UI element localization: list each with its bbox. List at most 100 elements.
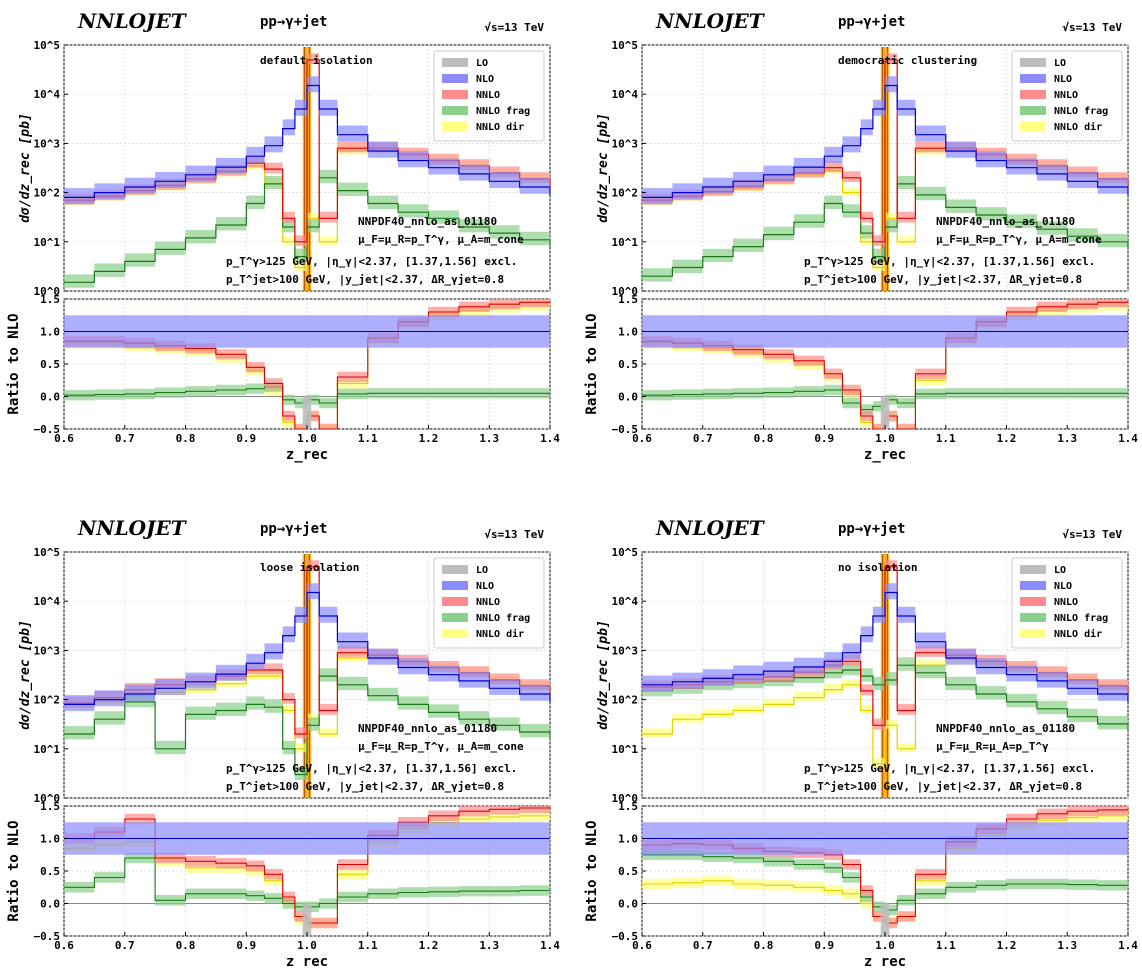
x-tick-label: 0.6: [54, 432, 74, 445]
ratio-tick-label: 1.0: [40, 833, 60, 846]
y-tick-label: 10^3: [34, 137, 61, 150]
process-label: pp→γ+jet: [260, 521, 327, 537]
x-tick-label: 1.4: [1118, 939, 1138, 952]
pdf-label: NNPDF40_nnlo_as_01180: [358, 215, 497, 228]
legend-swatch: [1020, 106, 1046, 115]
x-tick-label: 1.2: [997, 432, 1017, 445]
legend-swatch: [442, 565, 468, 574]
legend-swatch: [442, 581, 468, 590]
ratio-axis-label: Ratio to NLO: [6, 820, 22, 921]
legend-swatch: [442, 613, 468, 622]
x-tick-label: 1.1: [358, 432, 378, 445]
y-axis-label: dσ/dz_rec [pb]: [596, 113, 611, 223]
y-tick-label: 10^3: [612, 644, 639, 657]
scale-label: μ_F=μ_R=p_T^γ, μ_A=m_cone: [358, 740, 524, 753]
ratio-tick-label: 0.0: [40, 898, 60, 911]
y-tick-label: 10^4: [612, 88, 639, 101]
y-tick-label: 10^1: [34, 236, 61, 249]
legend-swatch: [442, 58, 468, 67]
legend-label: NNLO frag: [476, 106, 530, 117]
x-tick-label: 1.0: [297, 432, 317, 445]
series-nlo: [642, 84, 1129, 198]
x-tick-label: 0.9: [236, 432, 256, 445]
ratio-axis-label: Ratio to NLO: [584, 820, 600, 921]
ratio-axis-label: Ratio to NLO: [6, 313, 22, 414]
y-tick-label: 10^5: [612, 39, 639, 52]
y-tick-label: 10^2: [34, 187, 61, 200]
sqrts-label: √s=13 TeV: [1062, 528, 1122, 541]
x-tick-label: 0.7: [115, 432, 135, 445]
y-tick-label: 10^5: [34, 39, 61, 52]
x-tick-label: 0.7: [693, 939, 713, 952]
pdf-label: NNPDF40_nnlo_as_01180: [936, 722, 1075, 735]
cut-jet-label: p_T^jet>100 GeV, |y_jet|<2.37, ΔR_γjet=0…: [226, 780, 504, 793]
ratio-band-nnlo-dir: [642, 299, 1128, 429]
pdf-label: NNPDF40_nnlo_as_01180: [358, 722, 497, 735]
ratio-tick-label: −0.5: [34, 423, 61, 436]
legend-label: NLO: [476, 74, 494, 85]
x-tick-label: 0.6: [54, 939, 74, 952]
ratio-band-nnlo-frag: [642, 849, 1128, 916]
series-nlo: [64, 591, 551, 706]
ratio-tick-label: 0.5: [618, 865, 638, 878]
ratio-series-nnlo-frag: [64, 386, 551, 404]
legend-swatch: [1020, 90, 1046, 99]
sqrts-label: √s=13 TeV: [1062, 21, 1122, 34]
legend-swatch: [1020, 565, 1046, 574]
x-tick-label: 1.4: [540, 432, 560, 445]
x-tick-label: 1.0: [875, 939, 895, 952]
panel-top-right: NNLOJET pp→γ+jet √s=13 TeV LO NLO NNLO NNLO fr…: [584, 9, 1138, 463]
x-tick-label: 1.0: [297, 939, 317, 952]
legend-label: LO: [476, 565, 488, 576]
cut-photon-label: p_T^γ>125 GeV, |η_γ|<2.37, [1.37,1.56] e…: [804, 762, 1095, 775]
scale-label: μ_F=μ_R=μ_A=p_T^γ: [936, 740, 1049, 753]
x-axis-label: z_rec: [286, 447, 328, 463]
legend-swatch: [1020, 613, 1046, 622]
legend-label: LO: [1054, 58, 1066, 69]
legend-swatch: [442, 122, 468, 131]
scale-label: μ_F=μ_R=p_T^γ, μ_A=m_cone: [358, 233, 524, 246]
ratio-band-nnlo-dir: [64, 809, 550, 929]
panel-bottom-right: NNLOJET pp→γ+jet √s=13 TeV LO NLO NNLO NNLO fr…: [584, 516, 1138, 970]
x-tick-label: 0.9: [814, 432, 834, 445]
legend-label: NNLO dir: [1054, 628, 1102, 640]
process-label: pp→γ+jet: [838, 14, 905, 30]
legend-swatch: [442, 597, 468, 606]
ratio-tick-label: 1.5: [40, 800, 60, 813]
x-tick-label: 0.8: [176, 939, 196, 952]
x-tick-label: 0.9: [236, 939, 256, 952]
lo-dip: [302, 396, 312, 428]
y-tick-label: 10^2: [34, 694, 61, 707]
legend-swatch: [442, 106, 468, 115]
x-tick-label: 0.6: [632, 939, 652, 952]
x-tick-label: 1.4: [1118, 432, 1138, 445]
y-tick-label: 10^3: [612, 137, 639, 150]
legend-swatch: [1020, 597, 1046, 606]
lo-dip: [880, 396, 890, 428]
ratio-series-nnlo: [64, 806, 551, 924]
ratio-tick-label: 1.5: [618, 800, 638, 813]
y-tick-label: 10^0: [34, 792, 61, 805]
y-axis-label: dσ/dz_rec [pb]: [18, 620, 33, 730]
ratio-tick-label: −0.5: [34, 930, 61, 943]
x-tick-label: 1.1: [936, 432, 956, 445]
legend-label: NNLO frag: [1054, 613, 1108, 624]
y-tick-label: 10^4: [612, 595, 639, 608]
legend-swatch: [1020, 122, 1046, 131]
legend-label: NNLO dir: [476, 121, 524, 133]
x-tick-label: 1.3: [479, 939, 499, 952]
legend-swatch: [1020, 74, 1046, 83]
cut-jet-label: p_T^jet>100 GeV, |y_jet|<2.37, ΔR_γjet=0…: [804, 273, 1082, 286]
legend-swatch: [442, 90, 468, 99]
ratio-tick-label: 0.5: [40, 358, 60, 371]
series-nnlo-frag: [64, 675, 551, 776]
ratio-tick-label: 0.0: [618, 898, 638, 911]
y-tick-label: 10^5: [34, 546, 61, 559]
ratio-band-nnlo-dir: [64, 299, 550, 429]
y-tick-label: 10^2: [612, 187, 639, 200]
legend-label: NLO: [1054, 74, 1072, 85]
y-tick-label: 10^4: [34, 595, 61, 608]
x-tick-label: 1.4: [540, 939, 560, 952]
lo-dip: [302, 903, 312, 935]
x-tick-label: 0.7: [115, 939, 135, 952]
